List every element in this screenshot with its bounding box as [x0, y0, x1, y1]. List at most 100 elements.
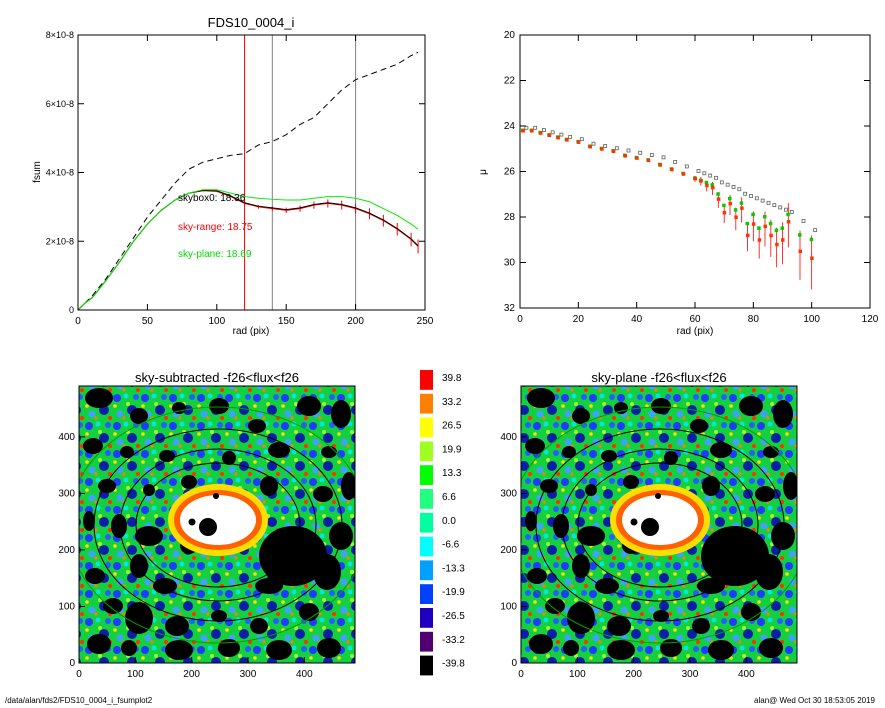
imageB-x-tick-label: 100	[569, 669, 586, 680]
chart2-point-green	[751, 212, 755, 217]
chart2-point-gray	[789, 210, 794, 214]
imageA-masked-source	[130, 554, 148, 578]
imageA-masked-source	[143, 484, 155, 496]
imageB-masked-source	[614, 402, 628, 414]
imageB-masked-source	[702, 476, 720, 496]
chart1-series-line	[78, 51, 419, 310]
chart2-point-gray	[603, 144, 608, 148]
chart2-point-gray	[533, 125, 538, 130]
chart2-point-gray	[784, 207, 788, 212]
colorbar-swatch	[420, 370, 433, 390]
chart2-point-red	[521, 129, 525, 133]
chart2-point-gray	[542, 128, 546, 132]
colorbar-swatch	[420, 631, 433, 652]
chart2-y-tick-label: 24	[504, 121, 516, 132]
chart2-point-green	[763, 215, 767, 219]
chart2-y-tick-label: 22	[504, 76, 516, 87]
imageB-x-ticks: 0 100 200 300 400	[518, 657, 755, 680]
imageA-masked-source	[159, 450, 175, 462]
chart2-point-green	[809, 237, 814, 242]
chart2-x-ticks: 0 20 40 60 80 100 120	[517, 35, 879, 325]
colorbar-swatch	[420, 465, 433, 485]
chart2-x-tick-label: 20	[573, 314, 585, 325]
imageB-masked-source	[525, 438, 545, 454]
chart2-point-gray	[684, 164, 689, 169]
chart1-y-tick-label: 8×10-8	[46, 30, 74, 40]
chart1-title: FDS10_0004_i	[208, 15, 295, 30]
chart2-point-green	[733, 208, 738, 212]
chart2-point-gray	[743, 191, 748, 196]
chart2-point-red	[705, 183, 709, 188]
colorbar: 39.8 33.2 26.5 19.9 13.3 6.6 0.0 -6.6 -13.3 -19.9…	[420, 370, 465, 676]
chart2-point-green	[745, 221, 749, 226]
chart2-point-gray	[749, 194, 753, 198]
chart2-point-red	[670, 167, 674, 172]
chart2-y-tick-label: 28	[504, 212, 516, 223]
imageA-masked-source	[120, 446, 134, 458]
chart2-point-red	[711, 185, 715, 190]
imageB-masked-source	[692, 618, 710, 634]
chart2-point-red	[786, 220, 791, 224]
imageB-masked-source	[755, 554, 783, 590]
imageB-galaxy-core	[610, 484, 710, 556]
colorbar-swatch	[420, 393, 433, 414]
imageA-masked-source	[313, 486, 333, 502]
colorbar-label: 6.6	[442, 492, 456, 503]
chart2-point-gray	[550, 130, 555, 135]
colorbar-label: -13.3	[442, 563, 465, 574]
imageA-y-tick-label: 100	[58, 601, 75, 612]
chart2-point-gray	[813, 228, 818, 233]
imageB-masked-source	[607, 616, 631, 636]
chart2-point-gray	[702, 171, 707, 176]
chart2-point-red	[681, 172, 686, 176]
colorbar-label: -19.9	[442, 587, 465, 598]
footer-path: /data/alan/fds2/FDS10_0004_i_fsumplot2	[5, 696, 153, 705]
imageB-masked-source	[653, 610, 669, 622]
chart2-point-green	[716, 192, 720, 196]
imageA-masked-source	[321, 446, 337, 458]
colorbar-label: 33.2	[442, 397, 462, 408]
annotation-sky-range: sky-range: 18.75	[178, 222, 253, 233]
imageB-masked-source	[595, 578, 619, 594]
imageB-masked-source	[585, 484, 597, 496]
chart2-y-tick-label: 30	[504, 258, 516, 269]
chart1-x-tick-label: 250	[417, 316, 434, 327]
imageA-masked-source	[259, 526, 327, 586]
imageA-x-tick-label: 0	[76, 669, 82, 680]
chart2-x-tick-label: 40	[631, 314, 643, 325]
imageB-y-tick-label: 300	[500, 488, 517, 499]
footer-timestamp: alan@ Wed Oct 30 18:53:05 2019	[754, 696, 875, 705]
imageA-y-tick-label: 0	[69, 658, 75, 669]
chart2-point-gray	[760, 198, 765, 203]
chart2-point-red	[576, 140, 581, 144]
chart2-point-red	[538, 131, 543, 135]
colorbar-label: 26.5	[442, 421, 462, 432]
chart2-point-gray	[638, 150, 643, 155]
imageB-aperture-inner	[577, 462, 743, 588]
imageA-masked-source	[165, 640, 193, 660]
chart1-y-label: fsum	[32, 161, 43, 183]
chart2-point-green	[786, 212, 790, 217]
colorbar-label: 13.3	[442, 468, 462, 479]
chart2-x-tick-label: 60	[689, 314, 701, 325]
imageB-x-tick-label: 0	[518, 669, 524, 680]
imageA-y-tick-label: 400	[58, 432, 75, 443]
imageA-masked-source	[172, 402, 186, 414]
imageB-masked-source	[527, 568, 547, 584]
chart1-x-tick-label: 150	[278, 316, 295, 327]
imageA-masked-source	[255, 578, 283, 594]
chart2-point-gray	[673, 159, 678, 164]
imageA-x-ticks: 0 100 200 300 400	[76, 657, 313, 680]
chart2-point-red	[623, 154, 627, 158]
colorbar-swatch	[420, 608, 433, 628]
imageA-galaxy-core	[168, 484, 268, 556]
imageA-masked-source	[98, 479, 116, 493]
imageA-masked-source	[83, 511, 95, 531]
chart2-x-tick-label: 120	[862, 314, 879, 325]
chart1-x-tick-label: 50	[142, 316, 154, 327]
imageB-masked-source	[755, 486, 775, 502]
chart2-point-red	[565, 138, 569, 142]
imageB-aperture-outer	[535, 428, 785, 622]
sky-subtracted-image-panel: sky-subtracted -f26<flux<f26 0 100 200 300 4…	[58, 370, 356, 680]
annotation-sky-plane: sky-plane: 18.69	[178, 249, 252, 260]
